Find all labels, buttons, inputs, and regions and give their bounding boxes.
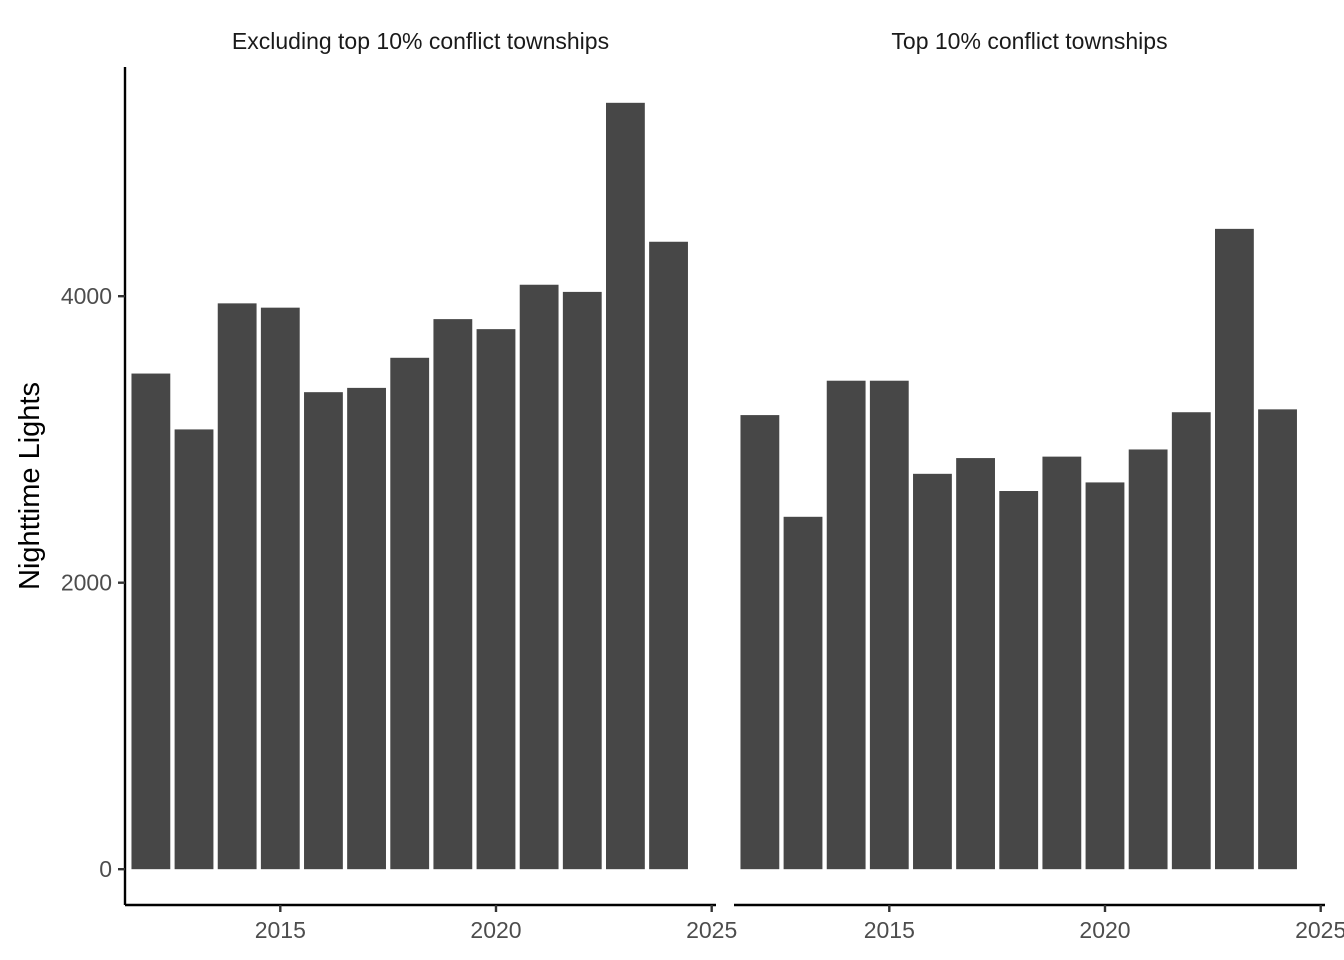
bar-2023 xyxy=(606,102,645,870)
bar-2013 xyxy=(783,516,823,870)
y-axis-title: Nighttime Lights xyxy=(14,382,46,590)
x-tick-label: 2025 xyxy=(1295,917,1344,943)
bar-2021 xyxy=(519,284,559,870)
bar-2021 xyxy=(1128,449,1168,870)
bar-2015 xyxy=(260,307,300,870)
panels-layer: Excluding top 10% conflict townships 2015… xyxy=(61,28,1344,943)
bar-2018 xyxy=(999,491,1039,870)
bar-2014 xyxy=(217,303,257,870)
x-tick-label: 2025 xyxy=(686,917,737,943)
panel-1: Excluding top 10% conflict townships 2015… xyxy=(61,28,737,943)
bar-2013 xyxy=(174,429,214,870)
panel-title: Top 10% conflict townships xyxy=(891,28,1167,54)
bar-2019 xyxy=(433,319,473,870)
bar-2012 xyxy=(740,415,780,870)
bar-2020 xyxy=(1085,482,1125,870)
bar-2014 xyxy=(826,380,866,870)
panel-title: Excluding top 10% conflict townships xyxy=(232,28,609,54)
y-tick-label: 2000 xyxy=(61,570,112,596)
bar-2018 xyxy=(390,357,430,870)
bar-2012 xyxy=(131,373,171,870)
bar-2016 xyxy=(913,473,952,870)
bar-2017 xyxy=(956,458,995,870)
bar-2017 xyxy=(347,387,386,870)
x-tick-label: 2020 xyxy=(1079,917,1130,943)
bar-2016 xyxy=(304,392,343,870)
bar-2020 xyxy=(476,329,516,870)
bar-2022 xyxy=(562,291,602,870)
bar-2024 xyxy=(1258,409,1297,870)
y-tick-label: 0 xyxy=(99,856,112,882)
x-tick-label: 2020 xyxy=(470,917,521,943)
y-tick-label: 4000 xyxy=(61,283,112,309)
bar-2023 xyxy=(1215,228,1254,870)
x-tick-label: 2015 xyxy=(864,917,915,943)
x-tick-label: 2015 xyxy=(255,917,306,943)
bar-2024 xyxy=(649,241,688,870)
bar-2019 xyxy=(1042,456,1082,870)
bar-2022 xyxy=(1171,412,1211,870)
panel-2: Top 10% conflict townships 2015 2020 2025 xyxy=(734,28,1344,943)
bar-2015 xyxy=(869,380,909,870)
